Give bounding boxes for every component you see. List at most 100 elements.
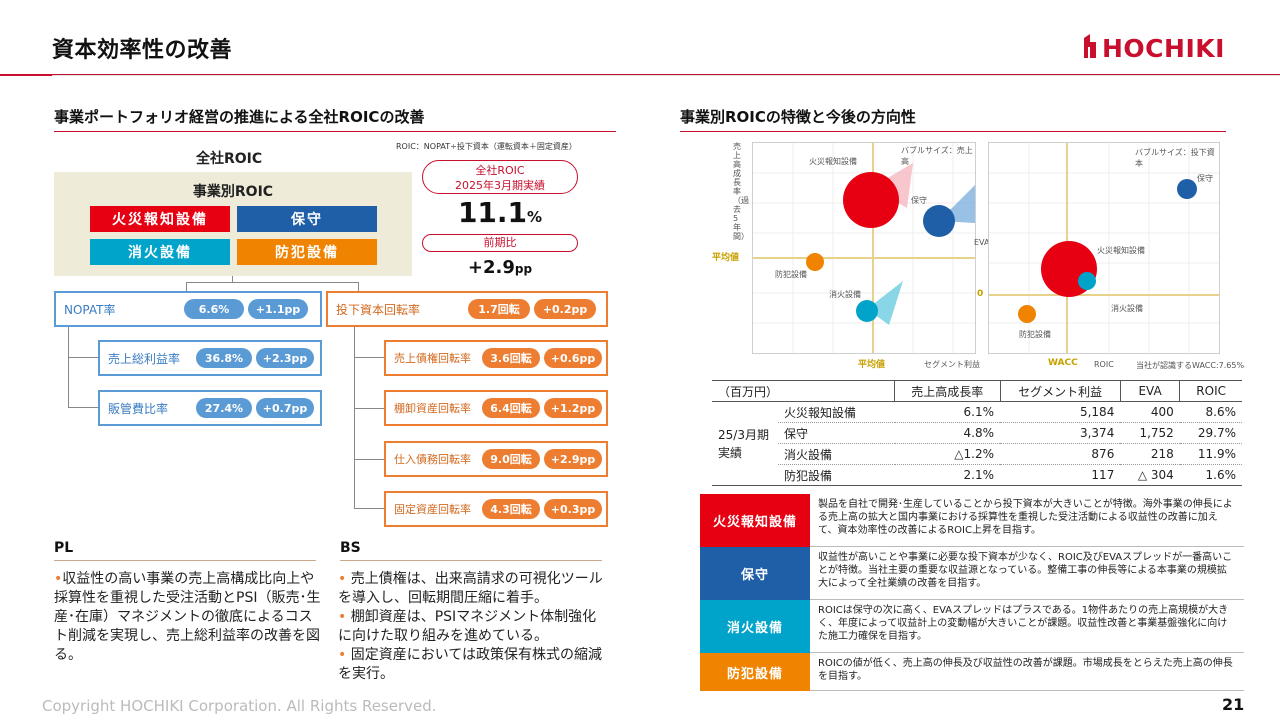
table-period-line2: 実績 (718, 445, 743, 460)
table-cell: 2.1% (894, 464, 1001, 486)
segment-table: （百万円） 売上高成長率 セグメント利益 EVA ROIC 25/3月期 実績 火… (712, 380, 1242, 486)
direction-list: 火災報知設備 製品を自社で開発･生産していることから投下資本が大きいことが特徴。… (700, 494, 1244, 691)
sga-ratio-value: 27.4% (196, 398, 252, 418)
fixed-asset-turnover-box: 固定資産回転率 4.3回転 +0.3pp (384, 491, 608, 527)
bs-bullet-text: 棚卸資産は、PSIマネジメント体制強化に向けた取り組みを進めている。 (338, 609, 597, 644)
table-row: 25/3月期 実績 火災報知設備 6.1% 5,184 400 8.6% (712, 401, 1242, 486)
tree-connector (354, 408, 384, 409)
right-section-title: 事業別ROICの特徴と今後の方向性 (680, 108, 916, 126)
payables-turnover-value: 9.0回転 (482, 449, 540, 469)
sga-ratio-box: 販管費比率 27.4% +0.7pp (98, 390, 322, 426)
receivables-turnover-delta: +0.6pp (544, 348, 602, 368)
table-header: 売上高成長率 (894, 380, 1001, 402)
fixed-asset-turnover-delta: +0.3pp (544, 499, 602, 519)
tree-connector (354, 357, 384, 358)
direction-text: 製品を自社で開発･生産していることから投下資本が大きいことが特徴。海外事業の伸長… (810, 494, 1244, 547)
bs-bullet: • 売上債権は、出来高請求の可視化ツールを導入し、回転期間圧縮に着手。 (338, 570, 610, 608)
table-cell: 火災報知設備 (778, 401, 895, 423)
invested-capital-turnover-box: 投下資本回転率 1.7回転 +0.2pp (326, 291, 608, 327)
company-roic-badge-line1: 全社ROIC (475, 164, 525, 177)
bullet-icon: • (338, 571, 351, 587)
bs-bullet-text: 売上債権は、出来高請求の可視化ツールを導入し、回転期間圧縮に着手。 (338, 571, 603, 606)
invested-capital-label: 投下資本回転率 (336, 302, 421, 317)
bubble2-security (1018, 305, 1036, 323)
direction-row: 消火設備 ROICは保守の次に高く、EVAスプレッドはプラスである。1物件あたり… (700, 600, 1244, 653)
table-header-row: （百万円） 売上高成長率 セグメント利益 EVA ROIC (712, 380, 1242, 402)
invested-capital-delta: +0.2pp (534, 299, 596, 319)
bs-bullet-text: 固定資産においては政策保有株式の縮減を実行。 (338, 647, 603, 682)
direction-text: ROICの値が低く、売上高の伸長及び収益性の改善が課題。市場成長をとらえた売上高… (810, 653, 1244, 691)
segment-security: 防犯設備 (237, 239, 377, 265)
inventory-turnover-box: 棚卸資産回転率 6.4回転 +1.2pp (384, 390, 608, 426)
tree-connector (354, 459, 384, 460)
direction-text: ROICは保守の次に高く、EVAスプレッドはプラスである。1物件あたりの売上高規… (810, 600, 1244, 653)
chart1-label-maintenance: 保守 (911, 196, 927, 205)
table-cell: 8.6% (1179, 401, 1242, 423)
receivables-turnover-label: 売上債権回転率 (394, 352, 471, 365)
table-cell: 11.9% (1179, 443, 1242, 465)
company-roic-number: 11.1 (457, 196, 528, 229)
left-section-title: 事業ポートフォリオ経営の推進による全社ROICの改善 (54, 108, 425, 126)
pl-text: 収益性の高い事業の売上高構成比向上や採算性を重視した受注活動とPSI（販売･生産… (54, 571, 321, 663)
tree-connector (68, 357, 98, 358)
chart1-ylabel: 売上高成長率（過去5年間） (733, 142, 749, 241)
tree-connector (186, 282, 187, 292)
direction-tag-maintenance: 保守 (700, 547, 810, 600)
bubble2-maintenance (1177, 179, 1197, 199)
invested-capital-value: 1.7回転 (468, 299, 530, 319)
table-row: 消火設備 △1.2% 876 218 11.9% (712, 443, 1242, 465)
table-cell: 消火設備 (778, 443, 895, 465)
payables-turnover-delta: +2.9pp (544, 449, 602, 469)
fixed-asset-turnover-value: 4.3回転 (482, 499, 540, 519)
chart2-label-maintenance: 保守 (1197, 174, 1213, 183)
header-divider-line (52, 74, 1280, 75)
bs-bullet-list: • 売上債権は、出来高請求の可視化ツールを導入し、回転期間圧縮に着手。 • 棚卸… (338, 570, 610, 684)
tree-connector (354, 508, 384, 509)
table-row: 防犯設備 2.1% 117 △ 304 1.6% (712, 464, 1242, 486)
tree-connector (232, 276, 233, 282)
table-cell: 400 (1120, 401, 1180, 423)
company-roic-badge-line2: 2025年3月期実績 (455, 179, 545, 192)
table-cell: 29.7% (1179, 422, 1242, 444)
page-title: 資本効率性の改善 (52, 38, 233, 63)
chart2-xlabel: ROIC (1094, 360, 1114, 369)
segment-fire-alarm: 火災報知設備 (90, 206, 230, 232)
payables-turnover-label: 仕入債務回転率 (394, 453, 471, 466)
table-period: 25/3月期 実績 (712, 401, 778, 486)
table-row: 保守 4.8% 3,374 1,752 29.7% (712, 422, 1242, 444)
chart1-label-fire-alarm: 火災報知設備 (809, 157, 857, 166)
bs-bullet: • 棚卸資産は、PSIマネジメント体制強化に向けた取り組みを進めている。 (338, 608, 610, 646)
bs-heading: BS (340, 540, 361, 556)
direction-text: 収益性が高いことや事業に必要な投下資本が少なく、ROIC及びEVAスプレッドが一… (810, 547, 1244, 600)
chart2-svg (989, 143, 1219, 353)
sga-ratio-delta: +0.7pp (256, 398, 314, 418)
bullet-icon: • (338, 609, 351, 625)
receivables-turnover-value: 3.6回転 (482, 348, 540, 368)
inventory-turnover-value: 6.4回転 (482, 398, 540, 418)
table-cell: 1,752 (1120, 422, 1180, 444)
nopat-value: 6.6% (184, 299, 244, 319)
table-cell: 1.6% (1179, 464, 1242, 486)
nopat-label: NOPAT率 (64, 302, 116, 317)
chart1-bubble-note: バブルサイズ：売上高 (901, 146, 973, 166)
gross-margin-box: 売上総利益率 36.8% +2.3pp (98, 340, 322, 376)
yoy-badge: 前期比 (422, 234, 578, 252)
chart2-ylabel: EVA (974, 238, 990, 247)
logo-text: HOCHIKI (1102, 34, 1225, 60)
chart2-wacc-note: 当社が認識するWACC:7.65% (1136, 361, 1245, 370)
table-cell: 6.1% (894, 401, 1001, 423)
tree-connector (68, 407, 98, 408)
nopat-box: NOPAT率 6.6% +1.1pp (54, 291, 322, 327)
company-roic-value: 11.1% (422, 196, 578, 229)
fixed-asset-turnover-label: 固定資産回転率 (394, 503, 471, 516)
gross-margin-value: 36.8% (196, 348, 252, 368)
table-cell: 117 (1000, 464, 1121, 486)
table-cell: △1.2% (894, 443, 1001, 465)
chart1-label-extinguishing: 消火設備 (829, 290, 861, 299)
yoy-unit: pp (514, 262, 533, 276)
chart2-label-extinguishing: 消火設備 (1111, 304, 1143, 313)
copyright: Copyright HOCHIKI Corporation. All Right… (42, 697, 437, 715)
chart1-avg-label-x: 平均値 (858, 360, 886, 370)
bubble-security (806, 253, 824, 271)
bubble-extinguishing (856, 300, 878, 322)
